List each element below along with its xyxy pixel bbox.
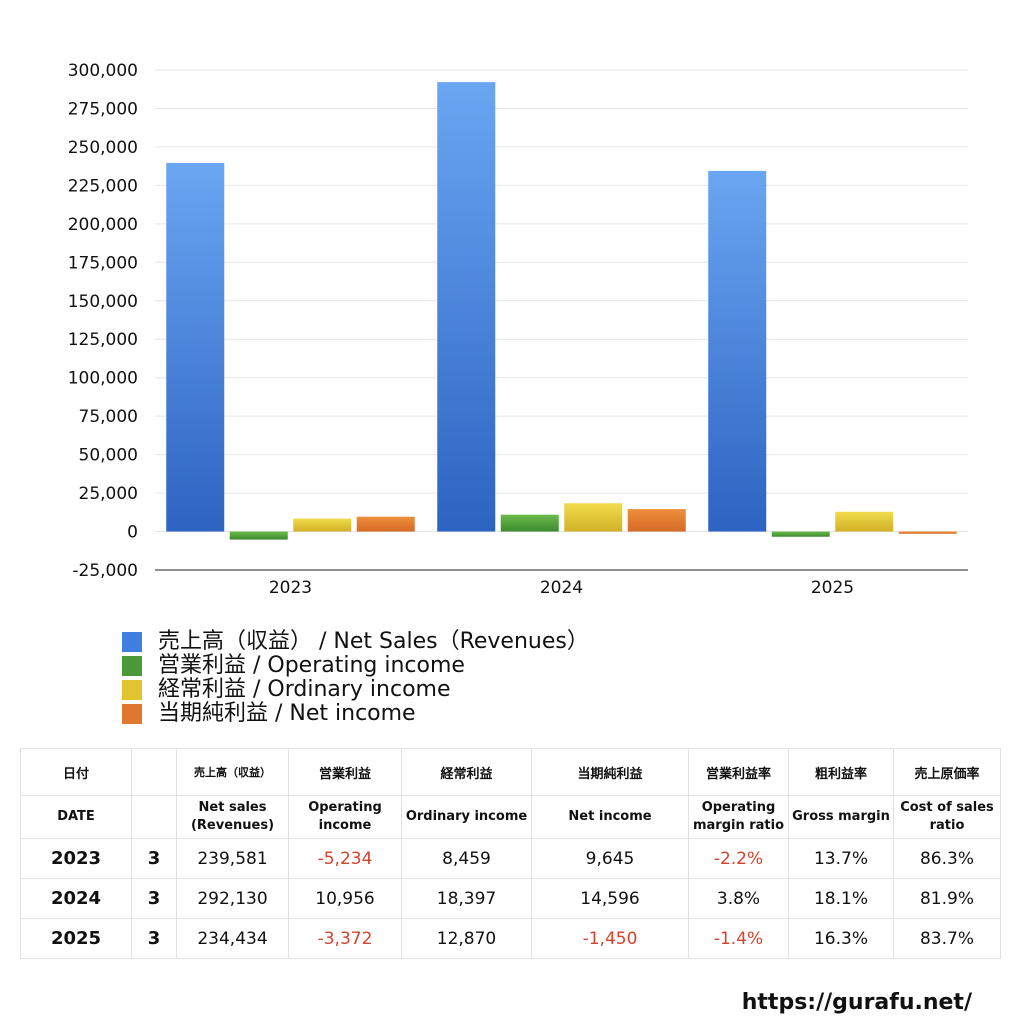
month-cell: 3	[131, 838, 177, 879]
header-cell: DATE	[20, 795, 132, 839]
operating-income-cell: -5,234	[288, 838, 402, 879]
month-cell: 3	[131, 918, 177, 959]
y-tick-label: 50,000	[79, 446, 138, 466]
gross-margin-cell: 18.1%	[788, 878, 894, 919]
header-cell: 粗利益率	[788, 748, 894, 796]
table-row: 2025 3 234,434 -3,372 12,870 -1,450 -1.4…	[20, 918, 1001, 959]
ordinary-income-cell: 18,397	[401, 878, 532, 919]
ordinary-income-cell: 8,459	[401, 838, 532, 879]
financial-table: 日付 売上高（収益） 営業利益 経常利益 当期純利益 営業利益率 粗利益率 売上…	[20, 748, 1001, 959]
operating-margin-cell: -1.4%	[688, 918, 789, 959]
table-header-jp: 日付 売上高（収益） 営業利益 経常利益 当期純利益 営業利益率 粗利益率 売上…	[20, 748, 1001, 796]
y-tick-label: 150,000	[68, 292, 138, 312]
legend-item: 経常利益 / Ordinary income	[122, 678, 589, 702]
y-tick-label: 275,000	[68, 99, 138, 119]
net-sales-cell: 292,130	[176, 878, 289, 919]
header-cell: Net sales (Revenues)	[176, 795, 289, 839]
header-cell: Gross margin	[788, 795, 894, 839]
net-sales-cell: 239,581	[176, 838, 289, 879]
legend-item: 売上高（収益） / Net Sales（Revenues）	[122, 630, 589, 654]
bar-chart: 300,000 275,000 250,000 225,000 200,000 175,0…	[68, 61, 968, 598]
header-cell: 売上原価率	[893, 748, 1001, 796]
legend-label: 営業利益 / Operating income	[158, 653, 465, 678]
legend-label: 売上高（収益） / Net Sales（Revenues）	[158, 629, 589, 654]
bar-2023-series-3	[356, 516, 415, 532]
bar-2024-series-0	[437, 82, 496, 532]
bar-2023-series-0	[166, 162, 225, 532]
year-cell: 2025	[20, 918, 132, 959]
operating-margin-cell: -2.2%	[688, 838, 789, 879]
net-income-cell: 9,645	[531, 838, 689, 879]
year-cell: 2024	[20, 878, 132, 919]
y-tick-label: -25,000	[72, 561, 138, 581]
legend-item: 営業利益 / Operating income	[122, 654, 589, 678]
y-tick-label: 75,000	[79, 407, 138, 427]
header-cell: 営業利益率	[688, 748, 789, 796]
bar-2025-series-3	[898, 531, 957, 534]
header-cell: 当期純利益	[531, 748, 689, 796]
net-sales-cell: 234,434	[176, 918, 289, 959]
bar-2024-series-3	[627, 509, 686, 532]
month-cell: 3	[131, 878, 177, 919]
cost-ratio-cell: 86.3%	[893, 838, 1001, 879]
bar-2023-series-1	[229, 531, 288, 540]
table-row: 2023 3 239,581 -5,234 8,459 9,645 -2.2% …	[20, 838, 1001, 879]
legend: 売上高（収益） / Net Sales（Revenues） 営業利益 / Oper…	[122, 630, 589, 726]
year-cell: 2023	[20, 838, 132, 879]
x-tick-label: 2025	[811, 578, 854, 598]
header-cell	[131, 795, 177, 839]
header-cell: 日付	[20, 748, 132, 796]
header-cell: Operating margin ratio	[688, 795, 789, 839]
y-tick-label: 175,000	[68, 253, 138, 273]
table-row: 2024 3 292,130 10,956 18,397 14,596 3.8%…	[20, 878, 1001, 919]
gross-margin-cell: 16.3%	[788, 918, 894, 959]
y-tick-label: 225,000	[68, 176, 138, 196]
legend-swatch	[122, 656, 142, 676]
y-tick-label: 250,000	[68, 138, 138, 158]
bar-2024-series-2	[564, 503, 623, 532]
x-tick-label: 2023	[269, 578, 312, 598]
bar-2025-series-0	[708, 170, 767, 532]
legend-item: 当期純利益 / Net income	[122, 702, 589, 726]
site-url: https://gurafu.net/	[741, 990, 972, 1015]
table-header-en: DATE Net sales (Revenues) Operating income…	[20, 795, 1001, 839]
header-cell: Ordinary income	[401, 795, 532, 839]
y-tick-label: 125,000	[68, 330, 138, 350]
legend-label: 経常利益 / Ordinary income	[158, 677, 451, 702]
y-tick-label: 300,000	[68, 61, 138, 81]
header-cell	[131, 748, 177, 796]
ordinary-income-cell: 12,870	[401, 918, 532, 959]
y-tick-label: 0	[127, 523, 138, 543]
header-cell: Net income	[531, 795, 689, 839]
operating-margin-cell: 3.8%	[688, 878, 789, 919]
bar-2025-series-1	[771, 531, 830, 537]
bar-2023-series-2	[293, 518, 352, 532]
header-cell: 経常利益	[401, 748, 532, 796]
cost-ratio-cell: 81.9%	[893, 878, 1001, 919]
net-income-cell: 14,596	[531, 878, 689, 919]
operating-income-cell: 10,956	[288, 878, 402, 919]
bar-2024-series-1	[500, 514, 559, 532]
header-cell: 営業利益	[288, 748, 402, 796]
legend-label: 当期純利益 / Net income	[158, 701, 416, 726]
x-tick-label: 2024	[540, 578, 583, 598]
header-cell: Cost of sales ratio	[893, 795, 1001, 839]
gross-margin-cell: 13.7%	[788, 838, 894, 879]
y-tick-label: 100,000	[68, 369, 138, 389]
y-tick-label: 200,000	[68, 215, 138, 235]
operating-income-cell: -3,372	[288, 918, 402, 959]
legend-swatch	[122, 632, 142, 652]
cost-ratio-cell: 83.7%	[893, 918, 1001, 959]
y-tick-label: 25,000	[79, 484, 138, 504]
bar-2025-series-2	[835, 511, 894, 532]
legend-swatch	[122, 704, 142, 724]
header-cell: 売上高（収益）	[176, 748, 289, 796]
net-income-cell: -1,450	[531, 918, 689, 959]
header-cell: Operating income	[288, 795, 402, 839]
legend-swatch	[122, 680, 142, 700]
